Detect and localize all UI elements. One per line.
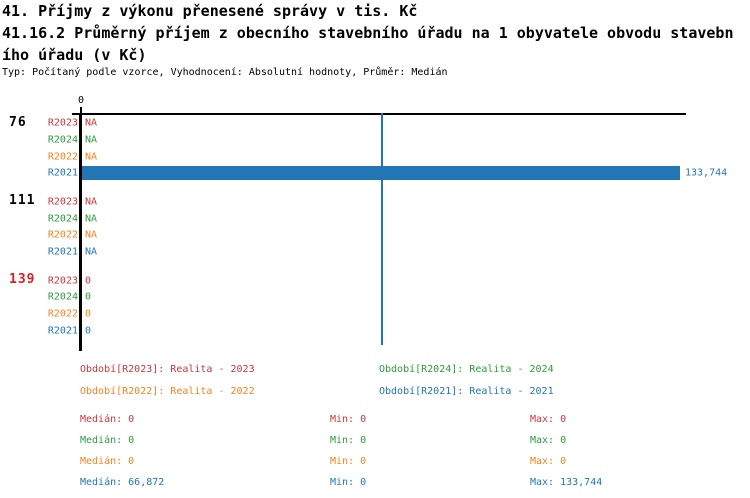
chart-row: R2022 NA [0, 148, 750, 165]
row-value: NA [85, 151, 98, 163]
x-axis-line [72, 113, 686, 115]
bar-group-139: 139 R2023 0 R2024 0 R2022 0 R2021 0 [0, 272, 750, 339]
chart-row: R2023 NA [0, 193, 750, 210]
stat-max: Max: 133,744 [530, 477, 603, 488]
series-label: R2021 [47, 246, 78, 258]
row-value: NA [85, 213, 98, 225]
y-axis-line [79, 113, 82, 351]
series-label: R2023 [47, 275, 78, 287]
chart-subtitle: Typ: Počítaný podle vzorce, Vyhodnocení:… [2, 67, 448, 78]
chart-row: R2021 NA [0, 244, 750, 261]
stats-row-r2021: Medián: 66,872 Min: 0 Max: 133,744 [0, 477, 750, 490]
row-value: NA [85, 246, 98, 258]
row-value: 0 [85, 308, 92, 320]
series-label: R2023 [47, 117, 78, 129]
chart-row: R2024 0 [0, 289, 750, 306]
chart-title-line1: 41. Příjmy z výkonu přenesené správy v t… [2, 2, 418, 20]
legend-item-r2021: Období[R2021]: Realita - 2021 [379, 386, 554, 397]
group-label: 111 [9, 193, 36, 209]
legend-item-r2022: Období[R2022]: Realita - 2022 [80, 386, 255, 397]
stat-min: Min: 0 [330, 477, 367, 488]
bar-group-111: 111 R2023 NA R2024 NA R2022 NA R2021 NA [0, 193, 750, 260]
stat-max: Max: 0 [530, 414, 567, 425]
stat-median: Medián: 66,872 [80, 477, 165, 488]
group-label: 76 [9, 114, 27, 130]
series-label: R2024 [47, 134, 78, 146]
row-value: 0 [85, 325, 92, 337]
row-value: 0 [85, 275, 92, 287]
stat-max: Max: 0 [530, 435, 567, 446]
chart-row: R2022 NA [0, 227, 750, 244]
chart-row: R2022 0 [0, 306, 750, 323]
series-label: R2022 [47, 151, 78, 163]
stat-median: Medián: 0 [80, 435, 135, 446]
series-label: R2022 [47, 308, 78, 320]
bar-value-label: 133,744 [685, 167, 728, 179]
chart-row: R2024 NA [0, 210, 750, 227]
series-label: R2023 [47, 196, 78, 208]
bar-group-76: 76 R2023 NA R2024 NA R2022 NA R2021 133,… [0, 115, 750, 182]
value-bar [82, 166, 680, 181]
stat-median: Medián: 0 [80, 414, 135, 425]
series-label: R2021 [47, 167, 78, 179]
x-axis-tick-mark [80, 107, 82, 113]
series-label: R2024 [47, 291, 78, 303]
stat-min: Min: 0 [330, 456, 367, 467]
stat-median: Medián: 0 [80, 456, 135, 467]
chart-title-line2: 41.16.2 Průměrný příjem z obecního stave… [2, 24, 734, 42]
chart-row: R2023 0 [0, 272, 750, 289]
chart-row: R2023 NA [0, 115, 750, 132]
chart-row: R2021 133,744 [0, 165, 750, 182]
stats-row-r2024: Medián: 0 Min: 0 Max: 0 [0, 435, 750, 448]
legend-item-r2023: Období[R2023]: Realita - 2023 [80, 364, 255, 375]
row-value: NA [85, 229, 98, 241]
chart-title-line3: ího úřadu (v Kč) [2, 46, 147, 64]
chart-row: R2021 0 [0, 323, 750, 340]
stat-max: Max: 0 [530, 456, 567, 467]
row-value: NA [85, 117, 98, 129]
x-axis-zero-label: 0 [77, 95, 85, 106]
legend-item-r2024: Období[R2024]: Realita - 2024 [379, 364, 554, 375]
series-label: R2024 [47, 213, 78, 225]
chart-row: R2024 NA [0, 131, 750, 148]
row-value: NA [85, 196, 98, 208]
series-label: R2021 [47, 325, 78, 337]
row-value: NA [85, 134, 98, 146]
row-value: 0 [85, 291, 92, 303]
series-label: R2022 [47, 229, 78, 241]
stats-row-r2023: Medián: 0 Min: 0 Max: 0 [0, 414, 750, 427]
median-reference-line [381, 113, 383, 345]
stat-min: Min: 0 [330, 435, 367, 446]
group-label-highlighted: 139 [9, 272, 36, 288]
stats-row-r2022: Medián: 0 Min: 0 Max: 0 [0, 456, 750, 469]
stat-min: Min: 0 [330, 414, 367, 425]
